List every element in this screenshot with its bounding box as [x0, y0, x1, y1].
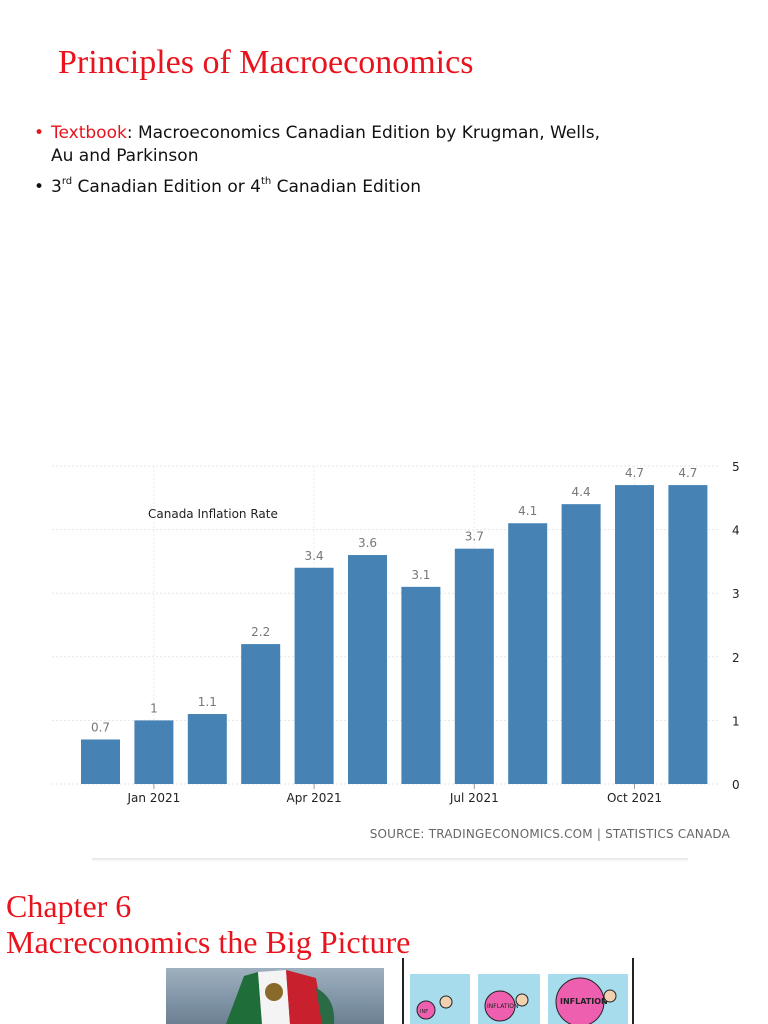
x-tick-label: Jan 2021	[126, 791, 180, 805]
bullet-textbook: • Textbook: Macroeconomics Canadian Edit…	[34, 122, 714, 168]
x-tick-label: Apr 2021	[287, 791, 342, 805]
y-tick-label: 4	[732, 524, 740, 538]
bar-feb-2021	[187, 714, 227, 784]
bar-dec-2020	[81, 739, 120, 784]
y-tick-label: 0	[732, 778, 740, 792]
edition-part1: 3	[51, 177, 62, 197]
bar-value-label: 3.4	[305, 549, 324, 563]
bar-value-label: 1.1	[198, 695, 217, 709]
cartoon-bubble-big: INFLATION	[560, 997, 608, 1006]
slide-title: Principles of Macroeconomics	[58, 44, 474, 81]
edition-part2: Canadian Edition or 4	[72, 177, 261, 197]
bar-oct-2021	[615, 485, 654, 784]
textbook-label: Textbook	[51, 123, 127, 143]
bar-value-label: 4.4	[572, 485, 591, 499]
edition-sup1: rd	[61, 176, 73, 188]
bar-may-2021	[348, 555, 387, 784]
divider	[92, 858, 688, 861]
cartoon-bubble-small: INF	[420, 1009, 428, 1015]
bar-apr-2021	[294, 567, 334, 784]
bar-value-label: 3.7	[465, 530, 484, 544]
y-tick-label: 5	[732, 460, 740, 474]
cartoon-icon: INF INFLATION INFLATION	[410, 974, 628, 1024]
bar-sep-2021	[561, 504, 601, 784]
bar-jul-2021	[454, 548, 494, 784]
textbook-text-authors: Au and Parkinson	[51, 146, 199, 166]
bar-value-label: 0.7	[91, 720, 110, 734]
bullet-dot: •	[34, 123, 45, 143]
bar-value-label: 3.6	[358, 536, 377, 550]
bar-value-label: 3.1	[411, 568, 430, 582]
bullet-edition: • 3rd Canadian Edition or 4th Canadian E…	[34, 176, 714, 199]
inflation-chart: 0 1 2 3 4 5 0.7 1 1.1 2.2 3.4 3.6 3.1 3.7 4.1 4.4 4.7 4.7…	[0, 440, 768, 860]
mexico-flag-photo	[166, 968, 384, 1024]
bar-value-label: 2.2	[251, 625, 270, 639]
chart-title: Canada Inflation Rate	[148, 507, 278, 521]
bar-value-label: 4.1	[518, 504, 537, 518]
flag-icon	[226, 970, 335, 1024]
cartoon-bubble-mid: INFLATION	[487, 1003, 518, 1010]
bar-value-label: 4.7	[625, 466, 644, 480]
textbook-text: : Macroeconomics Canadian Edition by Kru…	[126, 123, 600, 143]
chapter-heading: Chapter 6 Macreconomics the Big Picture	[6, 888, 410, 960]
x-tick-label: Jul 2021	[449, 791, 499, 805]
bar-aug-2021	[508, 523, 548, 784]
inflation-cartoon: INF INFLATION INFLATION	[402, 958, 634, 1024]
chapter-number: Chapter 6	[6, 888, 132, 924]
y-tick-label: 1	[732, 714, 740, 728]
edition-part3: Canadian Edition	[271, 177, 422, 197]
bullet-dot: •	[34, 177, 45, 197]
bar-jun-2021	[401, 586, 441, 784]
bar-jan-2021	[134, 720, 174, 784]
bar-mar-2021	[241, 644, 281, 784]
bullet-list: • Textbook: Macroeconomics Canadian Edit…	[34, 122, 714, 207]
bar-nov-2021	[668, 485, 708, 784]
bar-value-label: 1	[150, 701, 158, 715]
chapter-title: Macreconomics the Big Picture	[6, 924, 411, 960]
bar-value-label: 4.7	[678, 466, 697, 480]
y-tick-label: 2	[732, 651, 740, 665]
edition-sup2: th	[260, 176, 272, 188]
chart-svg: 0 1 2 3 4 5 0.7 1 1.1 2.2 3.4 3.6 3.1 3.7 4.1 4.4 4.7 4.7…	[52, 460, 740, 841]
chart-source: SOURCE: TRADINGECONOMICS.COM | STATISTIC…	[370, 827, 731, 841]
y-tick-label: 3	[732, 587, 740, 601]
x-tick-label: Oct 2021	[607, 791, 662, 805]
